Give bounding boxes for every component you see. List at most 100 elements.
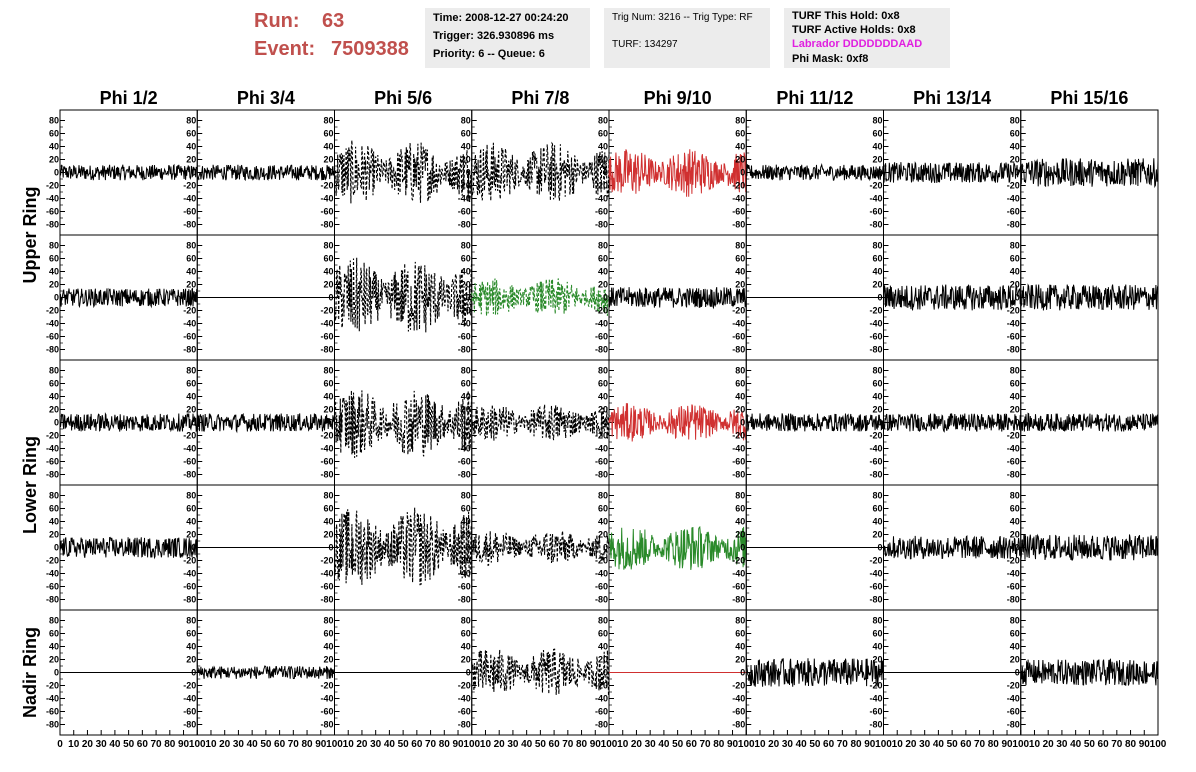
y-tick-label: -80	[46, 220, 59, 230]
y-tick-label: 20	[461, 530, 471, 540]
y-tick-label: 60	[461, 254, 471, 264]
y-tick-label: -60	[1007, 457, 1020, 467]
y-tick-label: -80	[595, 595, 608, 605]
y-tick-label: -60	[1007, 207, 1020, 217]
y-tick-label: 60	[735, 379, 745, 389]
y-tick-label: 0	[54, 168, 59, 178]
column-header-1: Phi 1/2	[100, 88, 158, 108]
y-tick-label: 20	[461, 405, 471, 415]
waveform-cell-r5-c2: -80 -60 -40 -20 0 20 40 60 80	[183, 609, 335, 736]
y-tick-label: -60	[458, 457, 471, 467]
y-tick-label: -60	[595, 582, 608, 592]
x-tick-label: 30	[782, 739, 794, 750]
x-tick-label: 100	[875, 739, 892, 750]
y-tick-label: 80	[872, 241, 882, 251]
y-tick-label: 20	[49, 405, 59, 415]
waveform-trace	[1020, 412, 1159, 432]
waveform-trace	[471, 404, 610, 441]
waveform-cell-r4-c3: -80 -60 -40 -20 0 20 40 60 80	[320, 484, 473, 611]
y-tick-label: -80	[458, 220, 471, 230]
waveform-trace	[1020, 158, 1159, 189]
y-tick-label: 80	[186, 366, 196, 376]
x-tick-label: 30	[1056, 739, 1068, 750]
y-tick-label: -80	[46, 595, 59, 605]
y-tick-label: 80	[735, 366, 745, 376]
x-tick-label: 80	[850, 739, 862, 750]
y-tick-label: 80	[872, 116, 882, 126]
y-tick-label: 80	[461, 366, 471, 376]
x-tick-label: 30	[507, 739, 519, 750]
x-tick-label: 70	[974, 739, 986, 750]
waveform-trace	[745, 413, 884, 432]
y-tick-label: 80	[323, 491, 333, 501]
waveform-cell-r1-c2: -80 -60 -40 -20 0 20 40 60 80	[183, 109, 335, 236]
y-tick-label: 60	[461, 504, 471, 514]
y-tick-label: -20	[732, 306, 745, 316]
y-tick-label: 20	[186, 655, 196, 665]
y-tick-label: 40	[598, 142, 608, 152]
waveform-cell-r2-c4: -80 -60 -40 -20 0 20 40 60 80	[458, 234, 610, 361]
x-tick-label: 80	[576, 739, 588, 750]
y-tick-label: -80	[320, 220, 333, 230]
y-tick-label: -20	[183, 181, 196, 191]
y-tick-label: 0	[191, 543, 196, 553]
y-tick-label: 40	[1010, 392, 1020, 402]
x-tick-label: 20	[219, 739, 231, 750]
y-tick-label: -80	[732, 720, 745, 730]
x-tick-label: 80	[713, 739, 725, 750]
waveform-cell-r2-c7: -80 -60 -40 -20 0 20 40 60 80	[869, 234, 1022, 361]
waveform-cell-r4-c2: -80 -60 -40 -20 0 20 40 60 80	[183, 484, 335, 611]
waveform-cell-r1-c1: -80 -60 -40 -20 0 20 40 60 80	[46, 109, 198, 236]
y-tick-label: -60	[458, 207, 471, 217]
y-tick-label: 20	[186, 405, 196, 415]
x-tick-label: 70	[1111, 739, 1123, 750]
x-tick-label: 80	[439, 739, 451, 750]
y-tick-label: 60	[598, 504, 608, 514]
x-tick-label: 10	[617, 739, 629, 750]
waveform-cell-r1-c4: -80 -60 -40 -20 0 20 40 60 80	[458, 109, 610, 236]
x-tick-label: 10	[68, 739, 80, 750]
y-tick-label: -40	[458, 694, 471, 704]
y-tick-label: -80	[320, 720, 333, 730]
y-tick-label: -80	[458, 595, 471, 605]
ring-label-2: Lower Ring	[20, 436, 40, 534]
y-tick-label: 20	[461, 280, 471, 290]
x-tick-label: 60	[274, 739, 286, 750]
x-tick-label: 50	[260, 739, 272, 750]
waveform-cell-r4-c1: -80 -60 -40 -20 0 20 40 60 80	[46, 484, 198, 611]
y-tick-label: -20	[458, 681, 471, 691]
waveform-trace	[333, 390, 473, 458]
x-tick-label: 90	[178, 739, 190, 750]
y-tick-label: 0	[54, 418, 59, 428]
y-tick-label: 80	[323, 616, 333, 626]
y-tick-label: -20	[46, 181, 59, 191]
waveform-cell-r3-c1: -80 -60 -40 -20 0 20 40 60 80	[46, 359, 198, 486]
x-tick-label: 40	[247, 739, 259, 750]
run-label: Run:	[254, 10, 300, 32]
y-tick-label: 60	[323, 254, 333, 264]
y-tick-label: 40	[186, 142, 196, 152]
x-tick-label: 70	[288, 739, 300, 750]
x-tick-label: 80	[988, 739, 1000, 750]
y-tick-label: 40	[1010, 517, 1020, 527]
waveform-cell-r5-c8: -80 -60 -40 -20 0 20 40 60 80	[1007, 609, 1159, 736]
x-tick-label: 100	[463, 739, 480, 750]
x-tick-label: 10	[754, 739, 766, 750]
y-tick-label: 60	[323, 504, 333, 514]
y-tick-label: 40	[49, 517, 59, 527]
x-tick-label: 90	[315, 739, 327, 750]
y-tick-label: 0	[1015, 668, 1020, 678]
y-tick-label: -80	[183, 470, 196, 480]
x-tick-label: 60	[960, 739, 972, 750]
y-tick-label: 20	[186, 280, 196, 290]
y-tick-label: -40	[732, 319, 745, 329]
y-tick-label: 60	[186, 504, 196, 514]
y-tick-label: 60	[598, 254, 608, 264]
y-tick-label: -60	[183, 457, 196, 467]
turf-active-holds-text: TURF Active Holds: 0x8	[792, 24, 916, 36]
y-tick-label: 60	[735, 254, 745, 264]
x-tick-label: 90	[590, 739, 602, 750]
y-tick-label: -60	[595, 457, 608, 467]
x-tick-label: 90	[1139, 739, 1151, 750]
y-tick-label: -60	[869, 207, 882, 217]
